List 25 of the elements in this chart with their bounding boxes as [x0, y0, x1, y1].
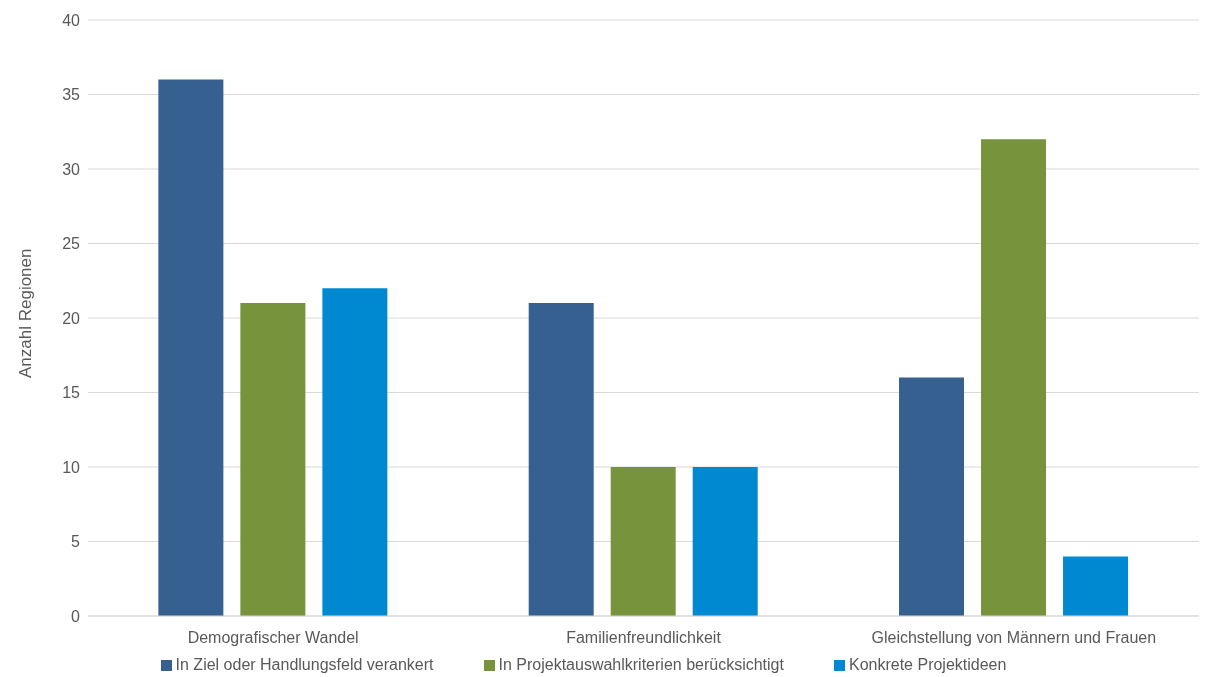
bar [899, 377, 965, 616]
y-tick-label: 15 [62, 384, 81, 402]
y-tick-label: 20 [62, 309, 81, 327]
y-axis-title: Anzahl Regionen [16, 248, 36, 378]
y-tick-label: 40 [62, 11, 81, 29]
bar [1063, 556, 1129, 616]
bar [322, 288, 388, 616]
y-tick-label: 25 [62, 235, 81, 253]
bar [692, 467, 758, 616]
y-tick-label: 0 [71, 607, 81, 625]
bar [610, 467, 676, 616]
bar [528, 303, 594, 616]
legend-label: In Projektauswahlkriterien berücksichtigt [498, 656, 784, 673]
legend-label: Konkrete Projektideen [848, 656, 1007, 673]
y-tick-label: 10 [62, 458, 81, 476]
y-tick-label: 30 [62, 160, 81, 178]
x-tick-label: Demografischer Wandel [187, 629, 359, 647]
bar [981, 139, 1047, 616]
bar [158, 79, 224, 616]
legend-label: In Ziel oder Handlungsfeld verankert [175, 656, 434, 673]
x-tick-label: Gleichstellung von Männern und Frauen [871, 629, 1157, 647]
y-tick-label: 5 [71, 533, 81, 551]
bar [240, 303, 306, 616]
x-tick-label: Familienfreundlichkeit [566, 629, 722, 647]
y-tick-label: 35 [62, 86, 81, 104]
